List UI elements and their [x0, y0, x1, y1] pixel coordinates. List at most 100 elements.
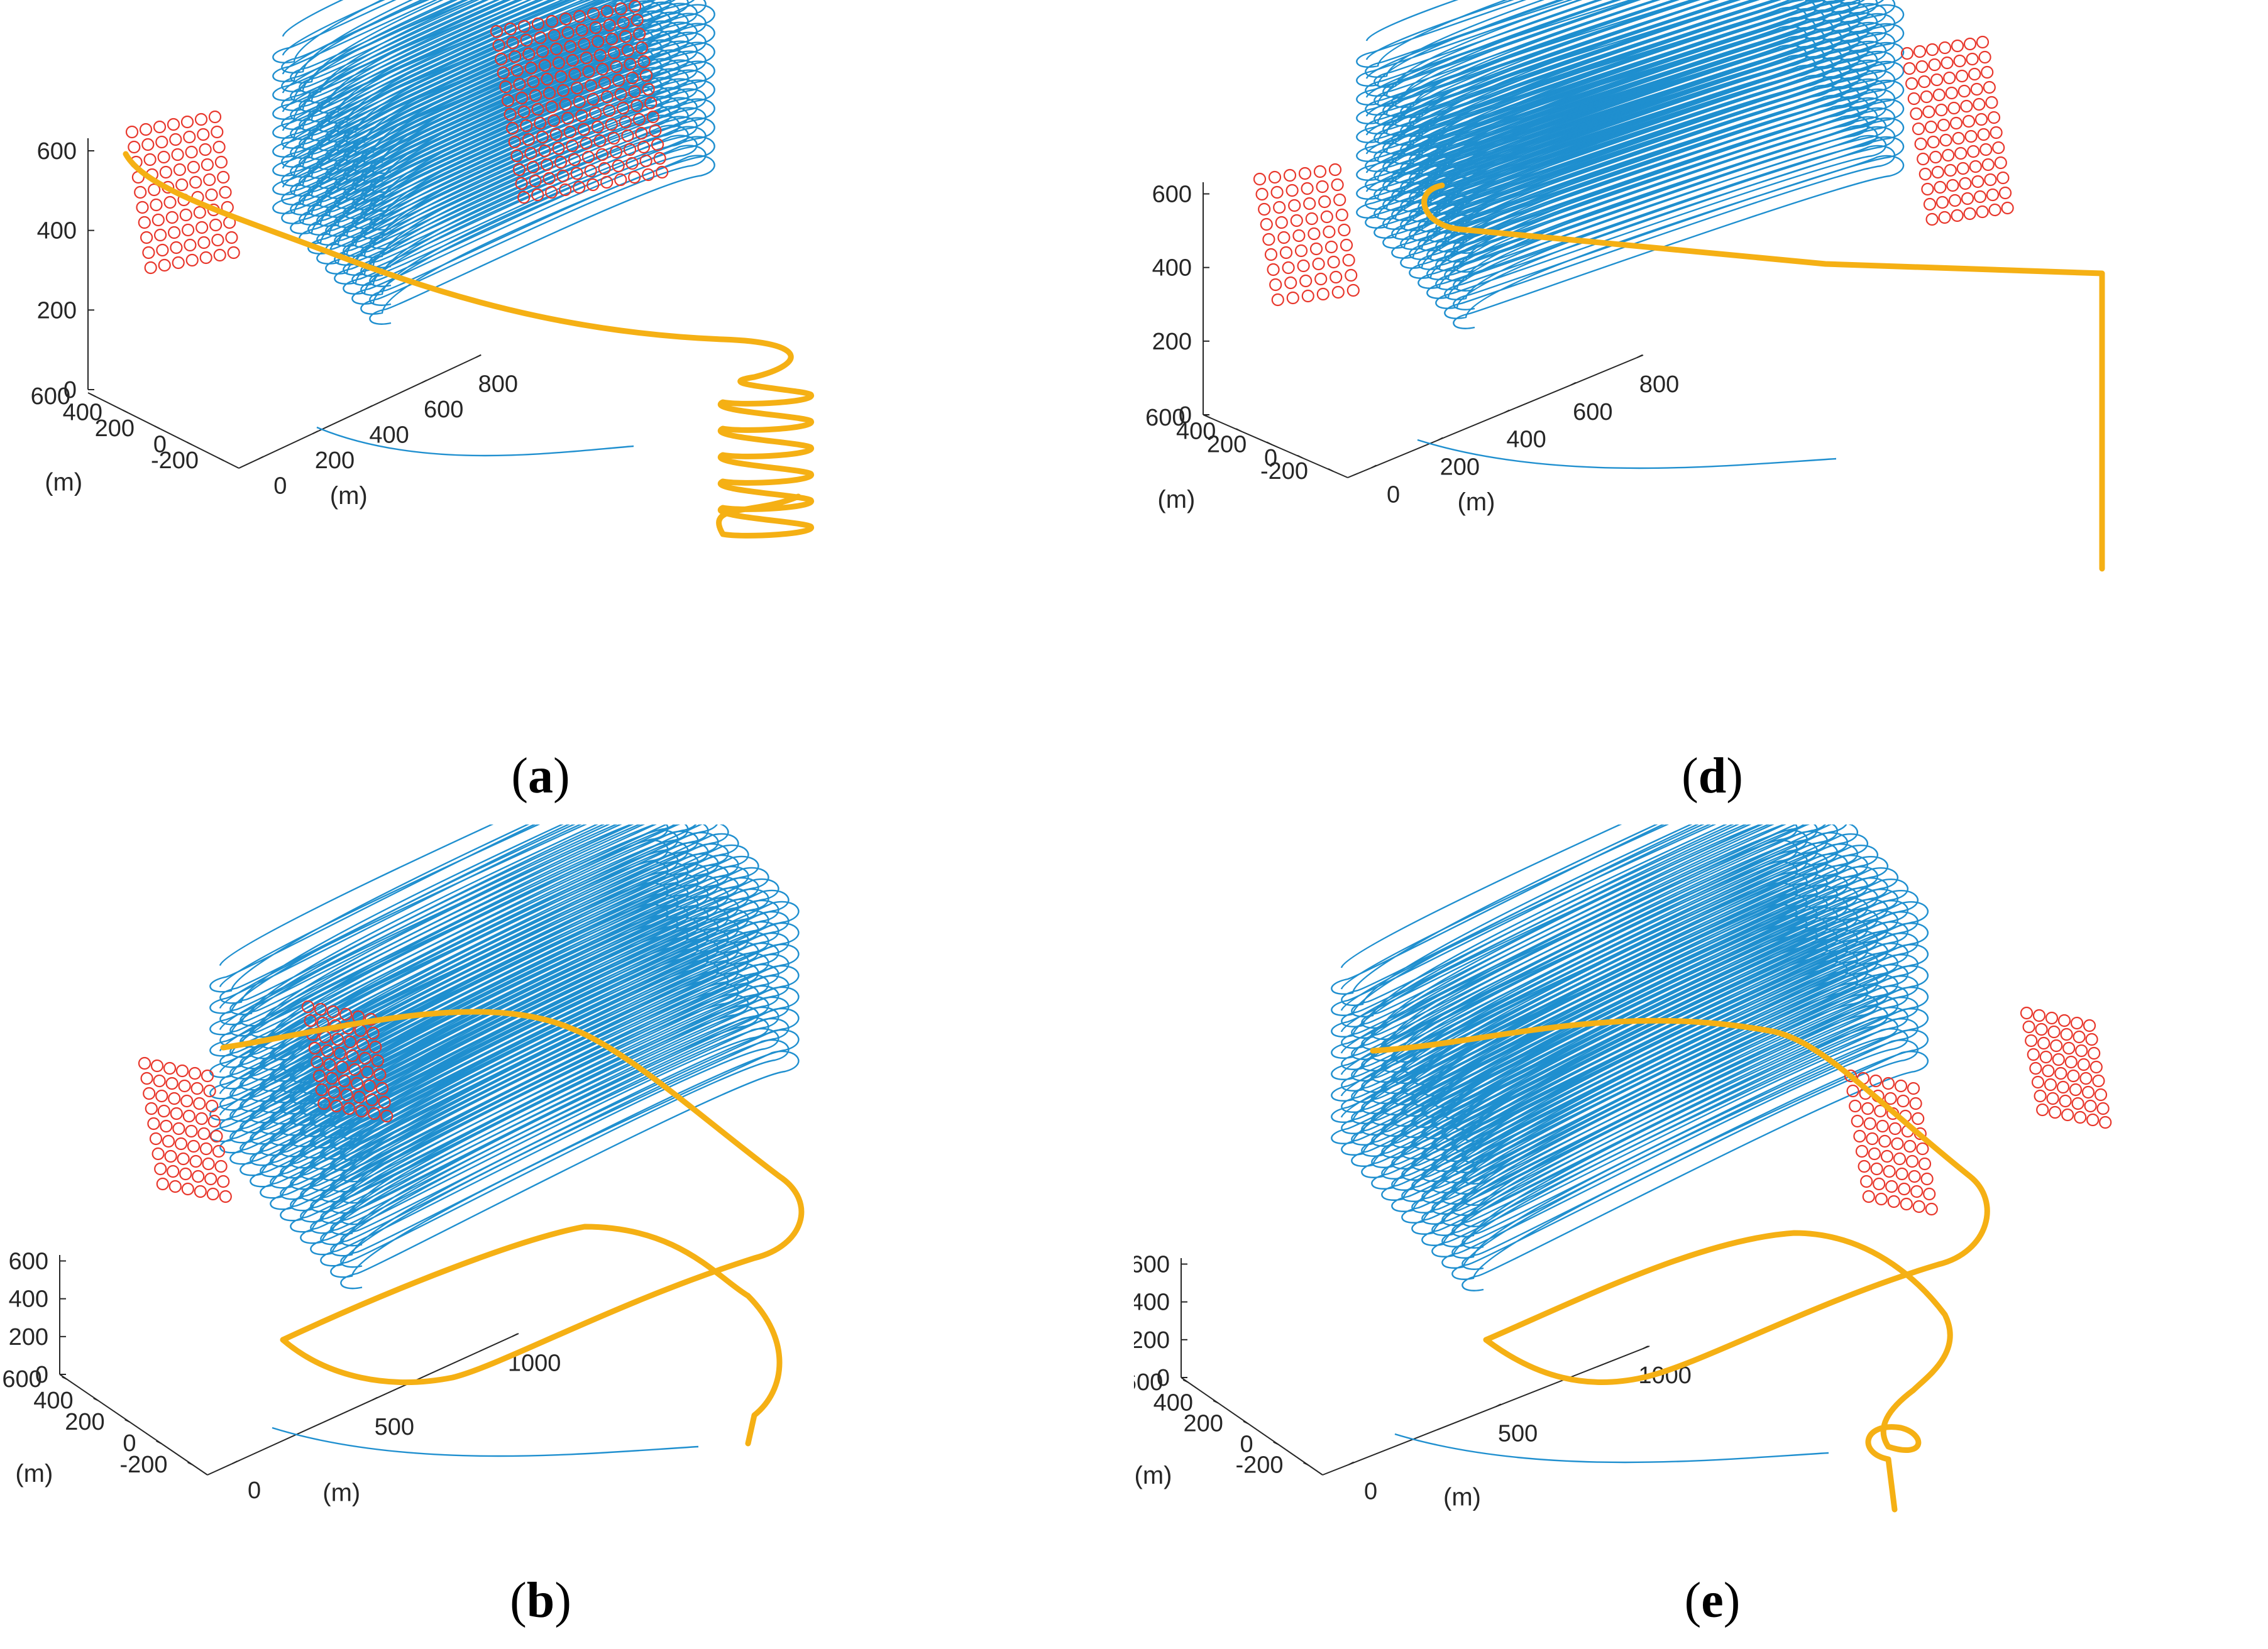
waypoint-marker: [214, 155, 228, 169]
waypoint-marker: [1874, 1104, 1887, 1118]
coverage-strand: [272, 0, 715, 174]
waypoint-marker: [570, 81, 584, 95]
waypoint-marker: [1883, 1164, 1896, 1178]
waypoint-marker: [642, 82, 655, 96]
waypoint-marker: [1253, 172, 1267, 186]
waypoint-marker: [2094, 1088, 2108, 1102]
waypoint-marker: [380, 1109, 394, 1123]
waypoint-marker: [1951, 209, 1964, 222]
waypoint-marker: [154, 1162, 167, 1176]
waypoint-marker: [1937, 118, 1951, 132]
waypoint-marker: [1298, 167, 1312, 180]
panel-label-a: (a): [511, 748, 570, 804]
waypoint-marker: [593, 48, 607, 62]
waypoint-marker: [515, 91, 529, 105]
waypoint-marker: [1956, 162, 1969, 175]
waypoint-marker: [614, 2, 628, 16]
waypoint-marker: [1900, 47, 1914, 60]
waypoint-marker: [340, 1088, 353, 1102]
x-axis-label: (m): [1443, 1483, 1481, 1511]
waypoint-marker: [575, 23, 588, 37]
waypoint-marker: [195, 1112, 208, 1126]
waypoint-marker: [195, 221, 209, 234]
x-tick-mark: [312, 430, 318, 434]
waypoint-marker: [1903, 62, 1916, 75]
waypoint-marker: [644, 96, 658, 110]
waypoint-marker: [490, 25, 504, 38]
waypoint-marker: [125, 125, 139, 139]
waypoint-marker: [1328, 163, 1342, 177]
waypoint-marker: [512, 163, 526, 177]
waypoint-marker: [1860, 1175, 1873, 1188]
waypoint-marker: [534, 116, 547, 130]
x-tick-label: 0: [1364, 1479, 1377, 1505]
waypoint-marker: [545, 100, 558, 114]
waypoint-marker: [184, 238, 197, 252]
waypoint-marker: [180, 1094, 194, 1108]
waypoint-marker: [1264, 248, 1278, 261]
waypoint-marker: [1945, 86, 1958, 100]
waypoint-marker: [1861, 1102, 1874, 1115]
waypoint-marker: [181, 1182, 194, 1196]
waypoint-marker: [1931, 165, 1944, 179]
waypoint-marker: [1888, 1122, 1902, 1136]
waypoint-marker: [192, 1170, 205, 1183]
waypoint-marker: [1976, 205, 1989, 219]
waypoint-marker: [603, 18, 616, 32]
waypoint-marker: [2046, 1092, 2059, 1105]
waypoint-marker: [542, 86, 556, 100]
waypoint-marker: [193, 205, 206, 219]
waypoint-marker: [573, 9, 586, 23]
waypoint-marker: [2047, 1025, 2061, 1039]
y-tick-mark: [1266, 441, 1272, 446]
waypoint-marker: [522, 47, 536, 61]
waypoint-marker: [617, 16, 630, 30]
y-tick-mark: [154, 425, 160, 429]
coverage-return-leg: [316, 426, 634, 457]
waypoint-marker: [517, 105, 531, 119]
waypoint-marker: [1878, 1134, 1891, 1148]
waypoint-marker: [2035, 1022, 2048, 1036]
waypoint-marker: [609, 145, 623, 159]
coverage-strand: [1331, 824, 1929, 1142]
waypoint-marker: [325, 1071, 339, 1085]
waypoint-marker: [559, 12, 573, 26]
waypoint-marker: [143, 1087, 156, 1100]
waypoint-marker: [1893, 1152, 1907, 1166]
waypoint-marker: [217, 1175, 230, 1188]
y-axis-label: (m): [1135, 1462, 1172, 1489]
axes-b: 05001000-20002004006000200400600(m)(m)(m…: [2, 1249, 561, 1507]
waypoint-marker: [545, 185, 558, 199]
coverage-strand: [272, 44, 715, 325]
waypoint-marker: [151, 1147, 165, 1161]
waypoint-marker: [592, 35, 605, 48]
x-tick-label: 800: [1639, 371, 1679, 398]
x-tick-mark: [366, 405, 373, 409]
x-tick-mark: [1643, 1345, 1649, 1349]
waypoint-marker: [1307, 227, 1321, 241]
waypoint-marker: [1874, 1192, 1888, 1206]
waypoint-marker: [504, 107, 517, 121]
panel-d: 0 200 400 600 800 -200 0 200 400 600 0 200 400 600 (m)…: [1134, 0, 2268, 824]
waypoint-marker: [1912, 1112, 1925, 1126]
waypoint-marker: [2062, 1041, 2076, 1055]
waypoint-marker: [1920, 90, 1933, 104]
waypoint-marker: [2054, 1066, 2067, 1080]
waypoint-marker: [1846, 1084, 1859, 1098]
waypoint-marker: [136, 200, 149, 214]
waypoint-marker: [1909, 1097, 1922, 1110]
waypoint-marker: [201, 1069, 214, 1083]
waypoint-marker: [1333, 193, 1346, 207]
waypoint-marker: [515, 177, 528, 190]
waypoint-marker: [1342, 253, 1355, 267]
waypoint-marker: [552, 141, 565, 155]
waypoint-marker: [586, 92, 600, 106]
waypoint-marker: [646, 110, 659, 124]
coverage-path-b: [209, 824, 800, 1457]
waypoint-marker: [187, 1139, 201, 1153]
waypoint-marker: [1981, 65, 1994, 79]
waypoint-marker: [155, 135, 168, 149]
coverage-path-e: [1331, 824, 1929, 1464]
waypoint-marker: [1297, 259, 1310, 273]
waypoint-marker: [1309, 242, 1323, 256]
